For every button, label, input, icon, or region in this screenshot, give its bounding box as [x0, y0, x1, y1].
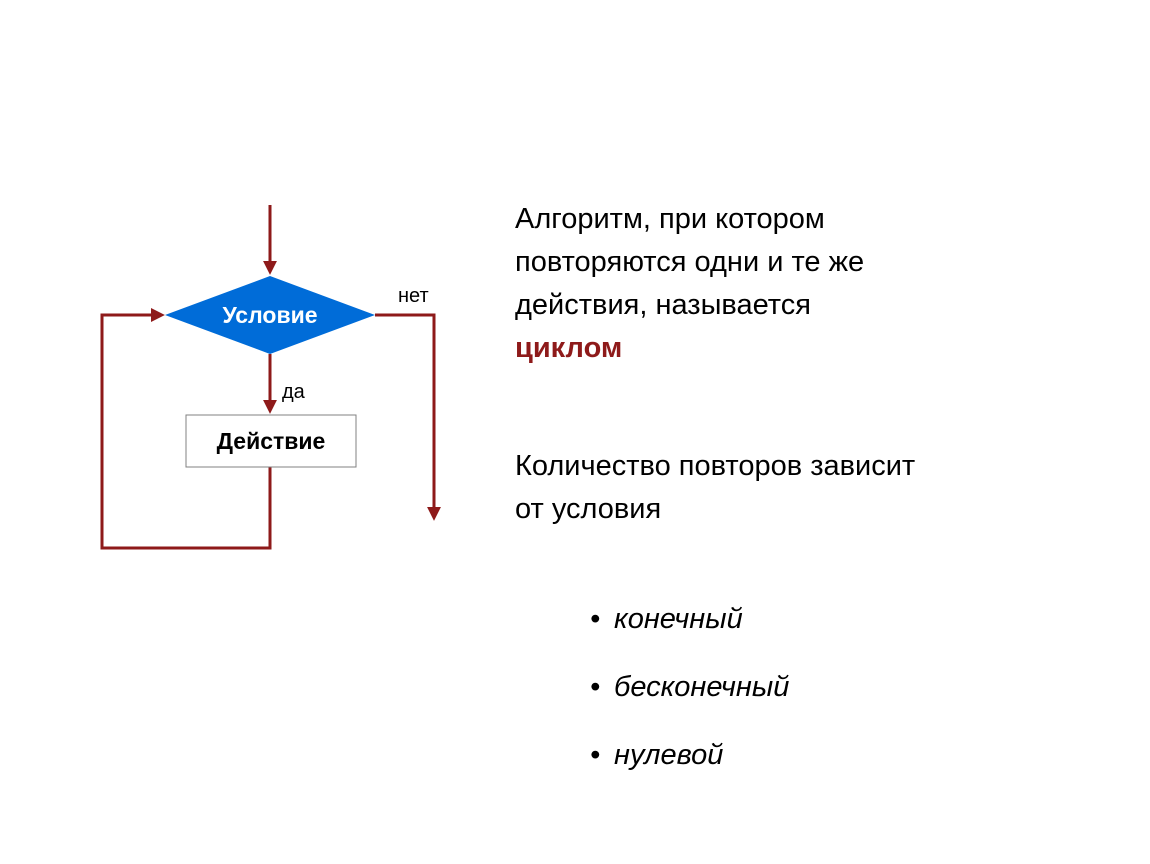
label-no: нет: [398, 285, 429, 307]
edge-no-exit: [375, 315, 434, 516]
action-label: Действие: [217, 428, 326, 454]
definition-emphasis: циклом: [515, 327, 1075, 370]
bullet-item: бесконечный: [590, 668, 789, 706]
bullet-item-label: конечный: [614, 603, 743, 635]
subtext: Количество повторов зависитот условия: [515, 445, 1095, 531]
subtext-line: от условия: [515, 488, 1095, 531]
definition-line: Алгоритм, при котором: [515, 198, 1075, 241]
bullet-item-label: бесконечный: [614, 671, 789, 703]
flowchart-svg: Условие Действие нет да: [0, 0, 1150, 864]
label-yes: да: [282, 381, 306, 403]
condition-label: Условие: [222, 302, 317, 328]
slide-stage: Условие Действие нет да Алгоритм, при котор…: [0, 0, 1150, 864]
bullet-item: конечный: [590, 600, 789, 638]
bullet-item-label: нулевой: [614, 739, 723, 771]
bullet-item: нулевой: [590, 736, 789, 774]
definition-line: повторяются одни и те же: [515, 241, 1075, 284]
definition-text: Алгоритм, при которомповторяются одни и …: [515, 198, 1075, 370]
definition-line: действия, называется: [515, 284, 1075, 327]
bullet-list: конечный бесконечный нулевой: [590, 600, 789, 804]
subtext-line: Количество повторов зависит: [515, 445, 1095, 488]
